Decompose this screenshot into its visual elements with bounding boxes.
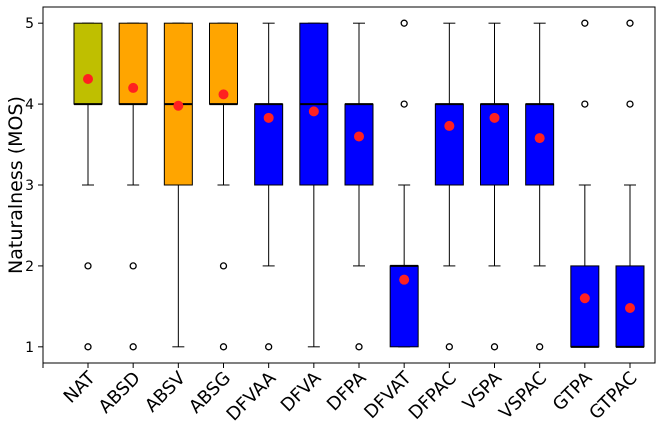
- x-tick-label: ABSV: [141, 367, 190, 416]
- mean-marker: [399, 274, 410, 285]
- y-tick-label: 4: [25, 97, 34, 113]
- outlier-point: [219, 343, 228, 351]
- mean-marker: [534, 133, 545, 144]
- box-series: [73, 19, 645, 351]
- box-dfpa: [344, 22, 374, 351]
- mean-marker: [263, 112, 274, 123]
- mean-marker: [354, 131, 364, 142]
- x-tick-label: DFVA: [277, 367, 326, 416]
- box-vspa: [480, 22, 509, 351]
- mean-marker: [218, 89, 229, 100]
- outlier-point: [581, 100, 589, 108]
- outlier-point: [129, 343, 137, 351]
- outlier-point: [265, 343, 273, 351]
- outlier-point: [355, 343, 363, 351]
- outlier-point: [581, 19, 589, 27]
- box-vspac: [525, 22, 555, 351]
- x-tick-label: NAT: [60, 367, 101, 408]
- box-dfpac: [434, 22, 464, 351]
- x-tick-label: DFVAA: [223, 367, 281, 425]
- mean-marker: [579, 293, 590, 304]
- box-body: [570, 265, 600, 348]
- box-absd: [118, 22, 148, 351]
- y-tick-label: 3: [25, 178, 34, 194]
- x-tick-label: VSPAC: [495, 368, 551, 424]
- mean-marker: [83, 74, 93, 85]
- box-gtpac: [615, 19, 645, 348]
- y-axis-label: Naturalness (MOS): [5, 96, 27, 274]
- box-body: [525, 103, 555, 186]
- x-tick-label: DFVAT: [360, 367, 416, 423]
- outlier-point: [129, 262, 137, 270]
- x-tick-label: DFPAC: [405, 368, 461, 424]
- box-absv: [163, 22, 193, 348]
- y-tick-label: 5: [25, 16, 34, 32]
- outlier-point: [219, 262, 228, 270]
- box-absg: [209, 22, 238, 351]
- outlier-point: [490, 343, 499, 351]
- mean-marker: [625, 302, 635, 313]
- x-tick-label: ABSD: [95, 368, 145, 418]
- outlier-point: [626, 100, 634, 108]
- box-dfvaa: [254, 22, 284, 351]
- x-axis: NATABSDABSVABSGDFVAADFVADFPADFVATDFPACVS…: [42, 363, 642, 425]
- outlier-point: [84, 262, 92, 270]
- box-body: [73, 22, 103, 105]
- outlier-point: [445, 343, 453, 351]
- outlier-point: [626, 19, 634, 27]
- x-tick-label: GTPAC: [585, 368, 641, 424]
- mean-marker: [128, 82, 139, 93]
- outlier-point: [400, 19, 408, 27]
- y-axis: 1 2 3 4 5: [25, 16, 43, 356]
- box-dfva: [299, 22, 329, 348]
- mean-marker: [173, 100, 184, 111]
- box-gtpa: [570, 19, 600, 348]
- y-tick-label: 1: [25, 340, 34, 356]
- y-tick-label: 2: [25, 259, 34, 275]
- outlier-point: [400, 100, 408, 108]
- box-dfvat: [389, 19, 419, 348]
- mean-marker: [308, 106, 319, 117]
- box-body: [344, 103, 374, 186]
- mean-marker: [489, 112, 500, 123]
- box-nat: [73, 22, 103, 351]
- box-body: [434, 103, 464, 186]
- mean-marker: [444, 120, 455, 131]
- outlier-point: [84, 343, 92, 351]
- outlier-point: [536, 343, 544, 351]
